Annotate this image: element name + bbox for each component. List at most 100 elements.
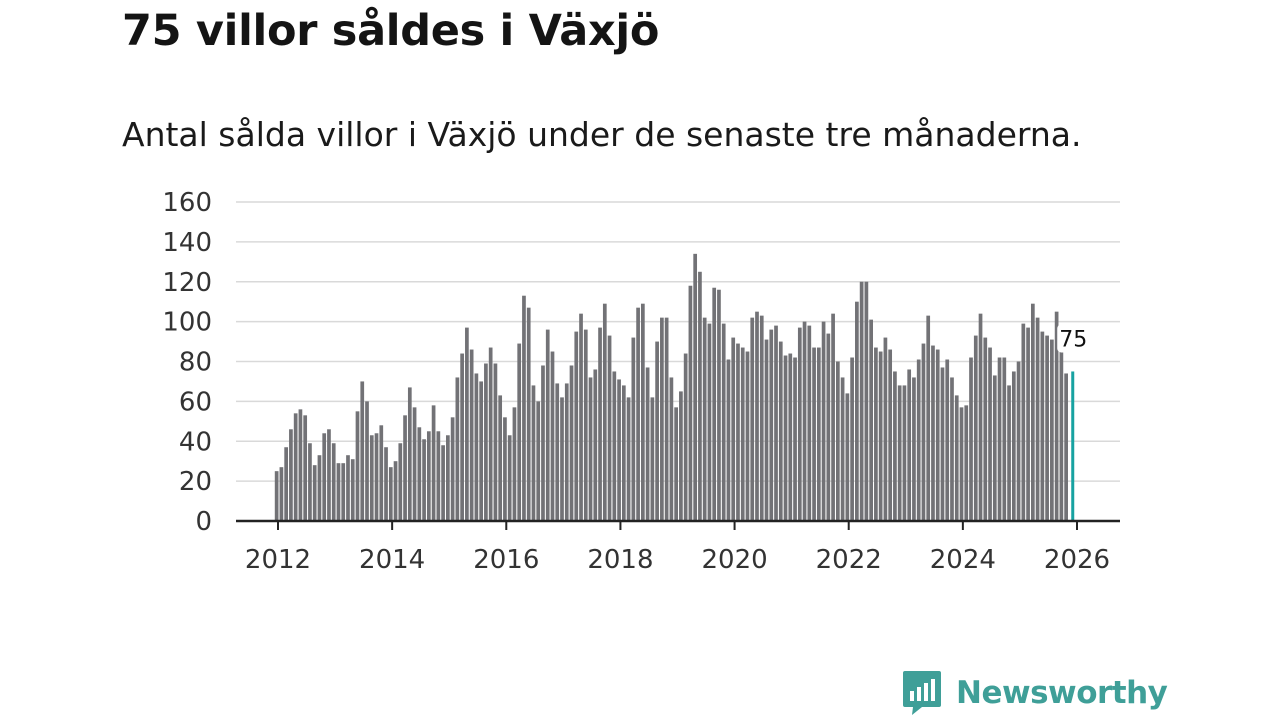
bar [912, 377, 916, 521]
bar [992, 375, 997, 521]
bar [650, 397, 655, 521]
bar [959, 407, 964, 521]
bar [322, 433, 327, 521]
x-tick-label: 2014 [359, 545, 425, 575]
bar [308, 443, 312, 521]
y-tick-label: 160 [162, 188, 212, 218]
bar [1002, 357, 1007, 521]
y-tick-label: 140 [162, 228, 212, 258]
bar [645, 367, 650, 521]
bar [1035, 317, 1040, 521]
bar [436, 431, 441, 521]
bar [279, 467, 284, 521]
bar [284, 447, 289, 521]
newsworthy-logo-icon [903, 671, 941, 715]
bar [564, 383, 569, 521]
bar [526, 307, 531, 521]
chart-subtitle: Antal sålda villor i Växjö under de sena… [122, 115, 1082, 154]
bar [655, 341, 659, 521]
y-axis-ticks: 0 20 40 60 80 100 120 140 160 [162, 188, 212, 537]
bar [317, 455, 322, 521]
x-tick-label: 2018 [587, 545, 653, 575]
bar [612, 371, 617, 521]
bar [1030, 303, 1035, 521]
bar [1011, 371, 1016, 521]
bar [579, 313, 583, 521]
bar [821, 321, 826, 521]
bar [950, 377, 954, 521]
bar [598, 327, 602, 521]
bar [431, 405, 436, 521]
bar [355, 411, 360, 521]
bar [403, 415, 407, 521]
bar [626, 397, 631, 521]
bar [412, 407, 417, 521]
bar [293, 413, 298, 521]
bar [1045, 335, 1049, 521]
bar [417, 427, 422, 521]
bar [422, 439, 426, 521]
bar [969, 357, 973, 521]
bar [755, 311, 759, 521]
bar [346, 455, 350, 521]
bar [327, 429, 331, 521]
bar [978, 313, 983, 521]
bar [541, 365, 545, 521]
bar [660, 317, 664, 521]
bar [745, 351, 750, 521]
x-tick-label: 2016 [473, 545, 539, 575]
bar [698, 271, 702, 521]
bar [973, 335, 978, 521]
bar [550, 351, 555, 521]
bar [712, 287, 717, 521]
bar [365, 401, 369, 521]
bar [759, 315, 764, 521]
bar [874, 347, 878, 521]
y-tick-label: 0 [195, 507, 212, 537]
bar [669, 377, 674, 521]
bar [688, 285, 693, 521]
bar [640, 303, 645, 521]
bar [921, 343, 926, 521]
x-tick-label: 2020 [701, 545, 767, 575]
bar [1059, 331, 1064, 521]
bar [731, 337, 736, 521]
bar [778, 341, 783, 521]
annotation-label: 75 [1059, 327, 1087, 352]
bar [460, 353, 464, 521]
bar [341, 463, 346, 521]
bar [802, 321, 807, 521]
bars [274, 253, 1075, 521]
bar [893, 371, 897, 521]
bar [826, 333, 831, 521]
bar [583, 329, 588, 521]
bar [531, 385, 536, 521]
bar [455, 377, 460, 521]
bar [1040, 331, 1045, 521]
bar [1007, 385, 1011, 521]
bar [441, 445, 445, 521]
bar [607, 335, 612, 521]
bar [693, 253, 698, 521]
x-tick-label: 2022 [816, 545, 882, 575]
bar [588, 377, 593, 521]
bar [450, 417, 455, 521]
bar [683, 353, 688, 521]
bar [997, 357, 1002, 521]
x-tick-label: 2026 [1044, 545, 1110, 575]
bar [883, 337, 888, 521]
annotations: 75 [1057, 324, 1094, 353]
bar [859, 281, 864, 521]
bar [888, 349, 893, 521]
x-tick-label: 2012 [245, 545, 311, 575]
bar [574, 331, 579, 521]
bar [379, 425, 384, 521]
y-tick-label: 100 [162, 308, 212, 338]
bar [769, 329, 774, 521]
bar [916, 359, 921, 521]
bar [840, 377, 845, 521]
bar [560, 397, 564, 521]
bar [398, 443, 403, 521]
bar [636, 307, 640, 521]
bar [674, 407, 678, 521]
